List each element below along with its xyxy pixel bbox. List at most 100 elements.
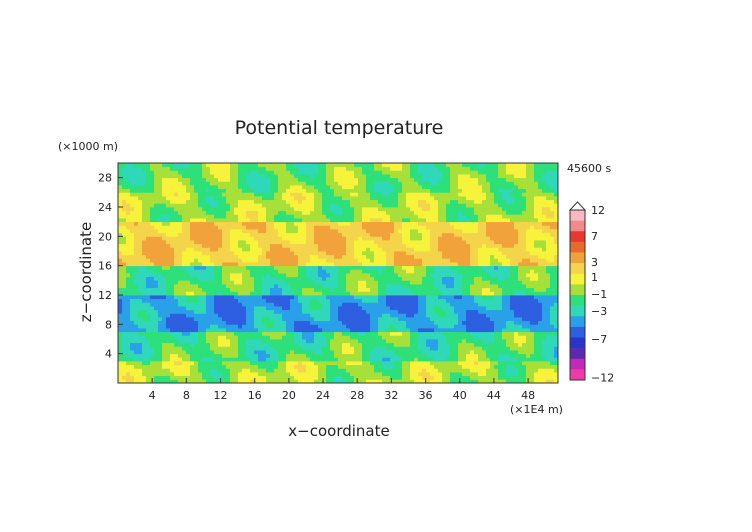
- heatmap-cell: [306, 298, 311, 303]
- heatmap-cell: [194, 254, 199, 259]
- heatmap-cell: [418, 324, 423, 329]
- heatmap-cell: [522, 364, 527, 369]
- heatmap-cell: [526, 335, 531, 340]
- heatmap-cell: [322, 328, 327, 333]
- heatmap-cell: [418, 262, 423, 267]
- heatmap-cell: [342, 280, 347, 285]
- heatmap-cell: [390, 243, 395, 248]
- heatmap-cell: [494, 254, 499, 259]
- heatmap-cell: [274, 218, 279, 223]
- heatmap-cell: [214, 309, 219, 314]
- heatmap-cell: [206, 375, 211, 380]
- heatmap-cell: [466, 375, 471, 380]
- heatmap-cell: [142, 298, 147, 303]
- heatmap-cell: [278, 291, 283, 296]
- heatmap-cell: [262, 236, 267, 241]
- heatmap-cell: [214, 262, 219, 267]
- heatmap-cell: [230, 368, 235, 373]
- heatmap-cell: [274, 254, 279, 259]
- heatmap-cell: [354, 295, 359, 300]
- heatmap-cell: [274, 262, 279, 267]
- heatmap-cell: [130, 287, 135, 292]
- heatmap-cell: [242, 335, 247, 340]
- heatmap-cell: [426, 342, 431, 347]
- heatmap-cell: [278, 350, 283, 355]
- heatmap-cell: [118, 225, 123, 230]
- heatmap-cell: [186, 335, 191, 340]
- heatmap-cell: [154, 251, 159, 256]
- heatmap-cell: [478, 269, 483, 274]
- heatmap-cell: [514, 364, 519, 369]
- heatmap-cell: [470, 287, 475, 292]
- heatmap-cell: [202, 269, 207, 274]
- heatmap-cell: [406, 280, 411, 285]
- heatmap-cell: [538, 353, 543, 358]
- heatmap-cell: [118, 313, 123, 318]
- heatmap-cell: [442, 287, 447, 292]
- heatmap-cell: [462, 258, 467, 263]
- heatmap-cell: [366, 361, 371, 366]
- heatmap-cell: [490, 218, 495, 223]
- heatmap-cell: [338, 335, 343, 340]
- heatmap-cell: [294, 284, 299, 289]
- heatmap-cell: [418, 218, 423, 223]
- heatmap-cell: [534, 284, 539, 289]
- heatmap-cell: [430, 218, 435, 223]
- heatmap-cell: [430, 262, 435, 267]
- heatmap-cell: [346, 368, 351, 373]
- heatmap-cell: [170, 375, 175, 380]
- heatmap-cell: [402, 265, 407, 270]
- heatmap-cell: [442, 331, 447, 336]
- heatmap-cell: [462, 262, 467, 267]
- heatmap-cell: [430, 361, 435, 366]
- heatmap-cell: [370, 262, 375, 267]
- heatmap-cell: [318, 335, 323, 340]
- heatmap-cell: [194, 273, 199, 278]
- heatmap-cell: [482, 276, 487, 281]
- heatmap-cell: [266, 291, 271, 296]
- heatmap-cell: [490, 313, 495, 318]
- heatmap-cell: [498, 247, 503, 252]
- heatmap-cell: [430, 320, 435, 325]
- heatmap-cell: [534, 372, 539, 377]
- heatmap-cell: [486, 364, 491, 369]
- heatmap-cell: [458, 375, 463, 380]
- heatmap-cell: [478, 287, 483, 292]
- heatmap-cell: [222, 364, 227, 369]
- heatmap-cell: [198, 302, 203, 307]
- heatmap-cell: [350, 225, 355, 230]
- heatmap-cell: [358, 291, 363, 296]
- heatmap-cell: [398, 331, 403, 336]
- heatmap-cell: [378, 269, 383, 274]
- heatmap-cell: [434, 247, 439, 252]
- heatmap-cell: [318, 218, 323, 223]
- heatmap-cell: [366, 262, 371, 267]
- heatmap-cell: [186, 350, 191, 355]
- heatmap-cell: [370, 331, 375, 336]
- heatmap-cell: [154, 247, 159, 252]
- heatmap-cell: [214, 243, 219, 248]
- heatmap-cell: [390, 302, 395, 307]
- heatmap-cell: [294, 309, 299, 314]
- heatmap-cell: [446, 287, 451, 292]
- heatmap-cell: [286, 302, 291, 307]
- heatmap-cell: [346, 258, 351, 263]
- heatmap-cell: [482, 364, 487, 369]
- heatmap-cell: [274, 317, 279, 322]
- heatmap-cell: [194, 225, 199, 230]
- heatmap-cell: [270, 273, 275, 278]
- heatmap-cell: [450, 324, 455, 329]
- heatmap-cell: [502, 339, 507, 344]
- heatmap-cell: [542, 287, 547, 292]
- heatmap-cell: [146, 287, 151, 292]
- heatmap-cell: [502, 353, 507, 358]
- heatmap-cell: [438, 357, 443, 362]
- heatmap-cell: [310, 232, 315, 237]
- heatmap-cell: [302, 375, 307, 380]
- heatmap-cell: [298, 251, 303, 256]
- heatmap-cell: [206, 262, 211, 267]
- heatmap-cell: [538, 368, 543, 373]
- heatmap-cell: [406, 254, 411, 259]
- heatmap-cell: [414, 306, 419, 311]
- heatmap-cell: [526, 320, 531, 325]
